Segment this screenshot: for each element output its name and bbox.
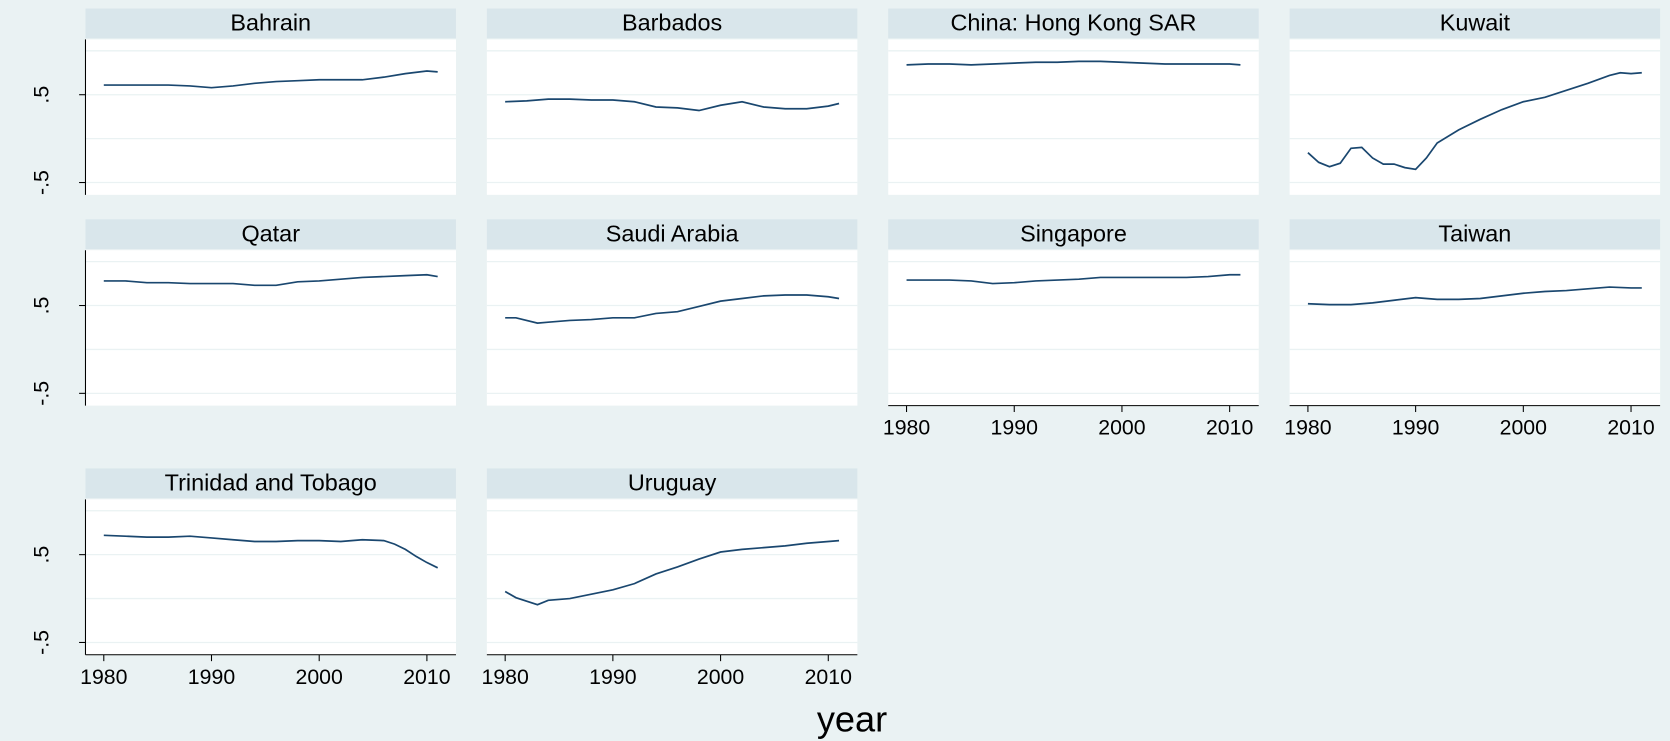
plot-area	[85, 39, 456, 195]
x-tick-label: 2010	[403, 665, 450, 689]
x-tick-label: 1980	[80, 665, 127, 689]
y-tick-label: .5	[30, 86, 54, 104]
panel-title-strip	[486, 219, 858, 250]
x-tick-label: 1980	[481, 665, 528, 689]
panel-title: Barbados	[622, 10, 722, 36]
y-tick-label: .5	[30, 546, 54, 564]
panel-title-strip	[85, 468, 456, 499]
panel-title: Trinidad and Tobago	[165, 470, 377, 496]
series-line	[504, 539, 840, 606]
series-line	[906, 60, 1241, 66]
plot-area	[888, 39, 1259, 195]
plot-area	[85, 499, 456, 655]
panel-title-strip	[888, 219, 1259, 250]
x-axis-title: year	[817, 698, 887, 739]
x-tick-label: 2000	[1098, 416, 1145, 440]
x-tick-label: 1980	[1284, 416, 1331, 440]
panel-title-strip	[85, 219, 456, 250]
plot-area	[486, 39, 858, 195]
panel-title-strip	[85, 8, 456, 39]
y-tick-label: .5	[30, 297, 54, 315]
plot-area	[486, 499, 858, 655]
panel-title: Uruguay	[628, 470, 717, 496]
plot-area	[1289, 250, 1661, 406]
series-line	[906, 273, 1241, 285]
series-line	[103, 273, 438, 287]
x-tick-label: 1990	[589, 665, 636, 689]
x-tick-label: 2000	[697, 665, 744, 689]
series-line	[103, 70, 438, 89]
y-tick-label: -.5	[30, 170, 54, 195]
x-tick-label: 1990	[991, 416, 1038, 440]
panel-title: Taiwan	[1438, 220, 1511, 246]
plot-area	[85, 250, 456, 406]
panel-title-strip	[486, 468, 858, 499]
series-line	[505, 98, 840, 112]
x-tick-label: 2010	[1607, 416, 1654, 440]
series-line	[505, 294, 840, 324]
plot-area	[1289, 39, 1661, 195]
panel-title: Singapore	[1020, 220, 1127, 246]
x-tick-label: 1990	[188, 665, 235, 689]
x-tick-label: 1990	[1392, 416, 1439, 440]
series-line	[1307, 71, 1642, 171]
panel-title-strip	[888, 8, 1259, 39]
x-tick-label: 1980	[883, 416, 930, 440]
y-tick-label: -.5	[30, 381, 54, 406]
x-tick-label: 2010	[1206, 416, 1253, 440]
panel-title: Kuwait	[1440, 10, 1511, 36]
panel-title-strip	[1289, 219, 1661, 250]
series-line	[103, 534, 439, 569]
panel-title: Saudi Arabia	[606, 220, 740, 246]
series-line	[1307, 286, 1642, 306]
panel-title: Qatar	[241, 220, 300, 246]
x-tick-label: 2000	[1500, 416, 1547, 440]
x-tick-label: 2000	[296, 665, 343, 689]
panel-title: Bahrain	[230, 10, 311, 36]
panel-title-strip	[486, 8, 858, 39]
plot-area	[486, 250, 858, 406]
panel-title-strip	[1289, 8, 1661, 39]
panel-title: China: Hong Kong SAR	[951, 10, 1197, 36]
y-tick-label: -.5	[30, 630, 54, 655]
plot-area	[888, 250, 1259, 406]
x-tick-label: 2010	[805, 665, 852, 689]
